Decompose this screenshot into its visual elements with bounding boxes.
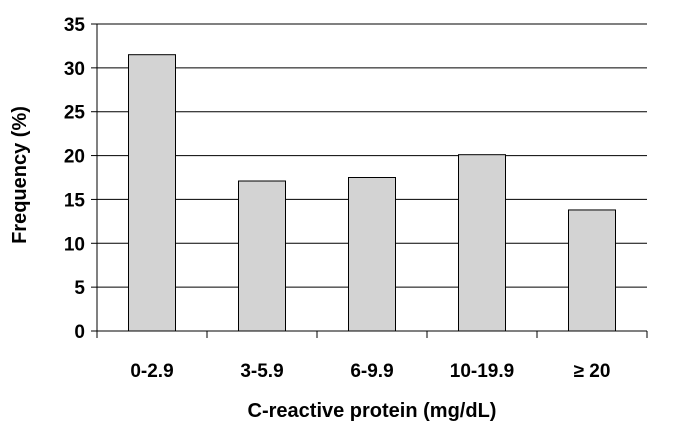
y-axis-title: Frequency (%) [9,106,31,244]
bars [128,54,616,332]
bar-2 [348,177,396,332]
x-tick-label: 6-9.9 [350,361,393,382]
axes [91,23,648,338]
x-tick-labels: 0-2.9 3-5.9 6-9.9 10-19.9 ≥ 20 [130,361,610,382]
y-tick-label: 15 [64,190,86,211]
y-tick-label: 35 [64,15,86,36]
y-tick-label: 0 [74,322,85,343]
y-tick-label: 10 [64,234,85,255]
bar-4 [568,209,616,332]
y-tick-label: 20 [64,147,85,168]
y-tick-label: 5 [74,278,85,299]
y-tick-labels: 0 5 10 15 20 25 30 35 [64,15,86,343]
x-tick-label: 0-2.9 [130,361,173,382]
y-tick-label: 30 [64,59,85,80]
bar-0 [128,54,176,332]
x-tick-label: 10-19.9 [450,361,514,382]
bar-1 [238,180,286,332]
bar-3 [458,154,506,332]
x-tick-label: ≥ 20 [574,361,611,382]
x-axis-title: C-reactive protein (mg/dL) [248,400,497,422]
x-tick-label: 3-5.9 [240,361,283,382]
y-tick-label: 25 [64,103,86,124]
